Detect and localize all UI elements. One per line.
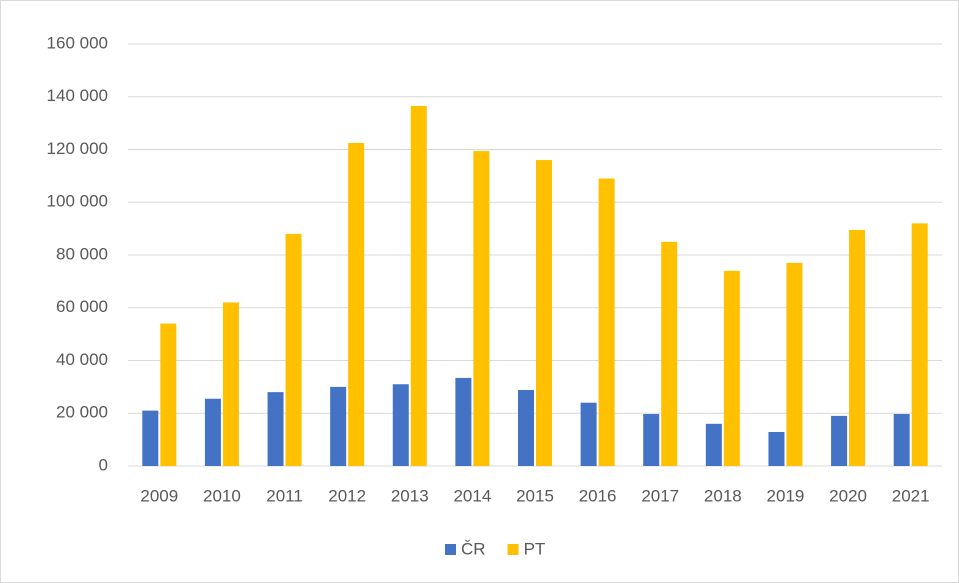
y-tick-label: 40 000 [56, 350, 108, 369]
x-tick-label: 2012 [328, 486, 366, 505]
x-tick-label: 2011 [266, 486, 303, 505]
x-tick-label: 2016 [579, 486, 617, 505]
bar [455, 377, 472, 466]
bar [285, 233, 302, 466]
y-tick-label: 160 000 [47, 33, 108, 52]
bar [204, 398, 221, 466]
bar [348, 142, 365, 466]
bar [392, 384, 409, 466]
bar [768, 431, 785, 466]
bar [598, 178, 615, 466]
bar [831, 415, 848, 466]
bar [267, 392, 284, 466]
x-tick-label: 2013 [391, 486, 429, 505]
y-tick-label: 0 [99, 455, 108, 474]
bar [536, 160, 552, 467]
x-tick-label: 2015 [516, 486, 554, 505]
x-tick-label: 2018 [704, 486, 742, 505]
bar [580, 402, 597, 466]
bar [518, 390, 534, 466]
y-tick-label: 120 000 [47, 139, 108, 158]
x-tick-label: 2017 [641, 486, 679, 505]
bar [723, 270, 740, 466]
legend-swatch [507, 544, 519, 555]
bar [911, 223, 928, 466]
legend-swatch [445, 544, 456, 555]
bar [473, 151, 490, 466]
x-tick-label: 2020 [829, 486, 867, 505]
legend-label: PT [524, 539, 546, 558]
y-tick-label: 20 000 [56, 403, 108, 422]
bar [661, 241, 678, 466]
bar [222, 302, 239, 466]
y-tick-label: 60 000 [56, 297, 108, 316]
bar [849, 229, 866, 466]
y-tick-label: 100 000 [47, 192, 108, 211]
bar [160, 323, 177, 466]
y-tick-label: 80 000 [56, 244, 108, 263]
y-tick-label: 140 000 [47, 86, 108, 105]
x-tick-label: 2019 [767, 486, 805, 505]
bar [142, 410, 159, 466]
bar [893, 414, 910, 466]
x-tick-label: 2010 [203, 486, 241, 505]
x-tick-label: 2009 [140, 486, 178, 505]
bar [410, 105, 427, 466]
x-tick-label: 2021 [892, 486, 930, 505]
bar [643, 414, 660, 466]
x-tick-label: 2014 [453, 486, 491, 505]
bar [786, 262, 803, 466]
bar [330, 386, 347, 466]
bar [705, 423, 722, 466]
legend-label: ČR [461, 539, 486, 558]
